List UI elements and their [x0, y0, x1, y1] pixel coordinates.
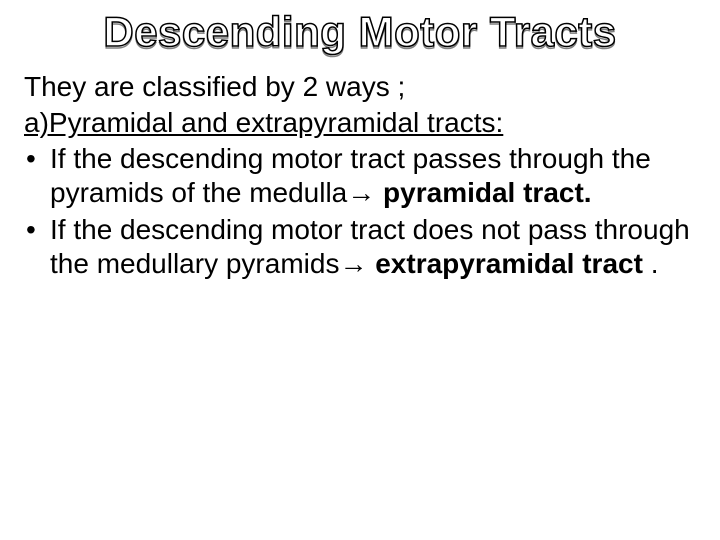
intro-line: They are classified by 2 ways ;: [24, 70, 696, 104]
bullet-marker: •: [24, 142, 50, 176]
bullet-post: .: [643, 248, 659, 279]
bullet-text: If the descending motor tract does not p…: [50, 213, 696, 281]
bullet-marker: •: [24, 213, 50, 247]
title-front-layer: Descending Motor Tracts: [24, 8, 696, 56]
slide-body: They are classified by 2 ways ; a)Pyrami…: [24, 70, 696, 281]
subheading-line: a)Pyramidal and extrapyramidal tracts:: [24, 106, 696, 140]
bullet-item: • If the descending motor tract does not…: [24, 213, 696, 281]
bullet-item: • If the descending motor tract passes t…: [24, 142, 696, 210]
bullet-bold: pyramidal tract.: [383, 177, 592, 208]
bullet-text: If the descending motor tract passes thr…: [50, 142, 696, 210]
bullet-bold: extrapyramidal tract: [375, 248, 643, 279]
slide-title: Descending Motor Tracts Descending Motor…: [24, 8, 696, 56]
